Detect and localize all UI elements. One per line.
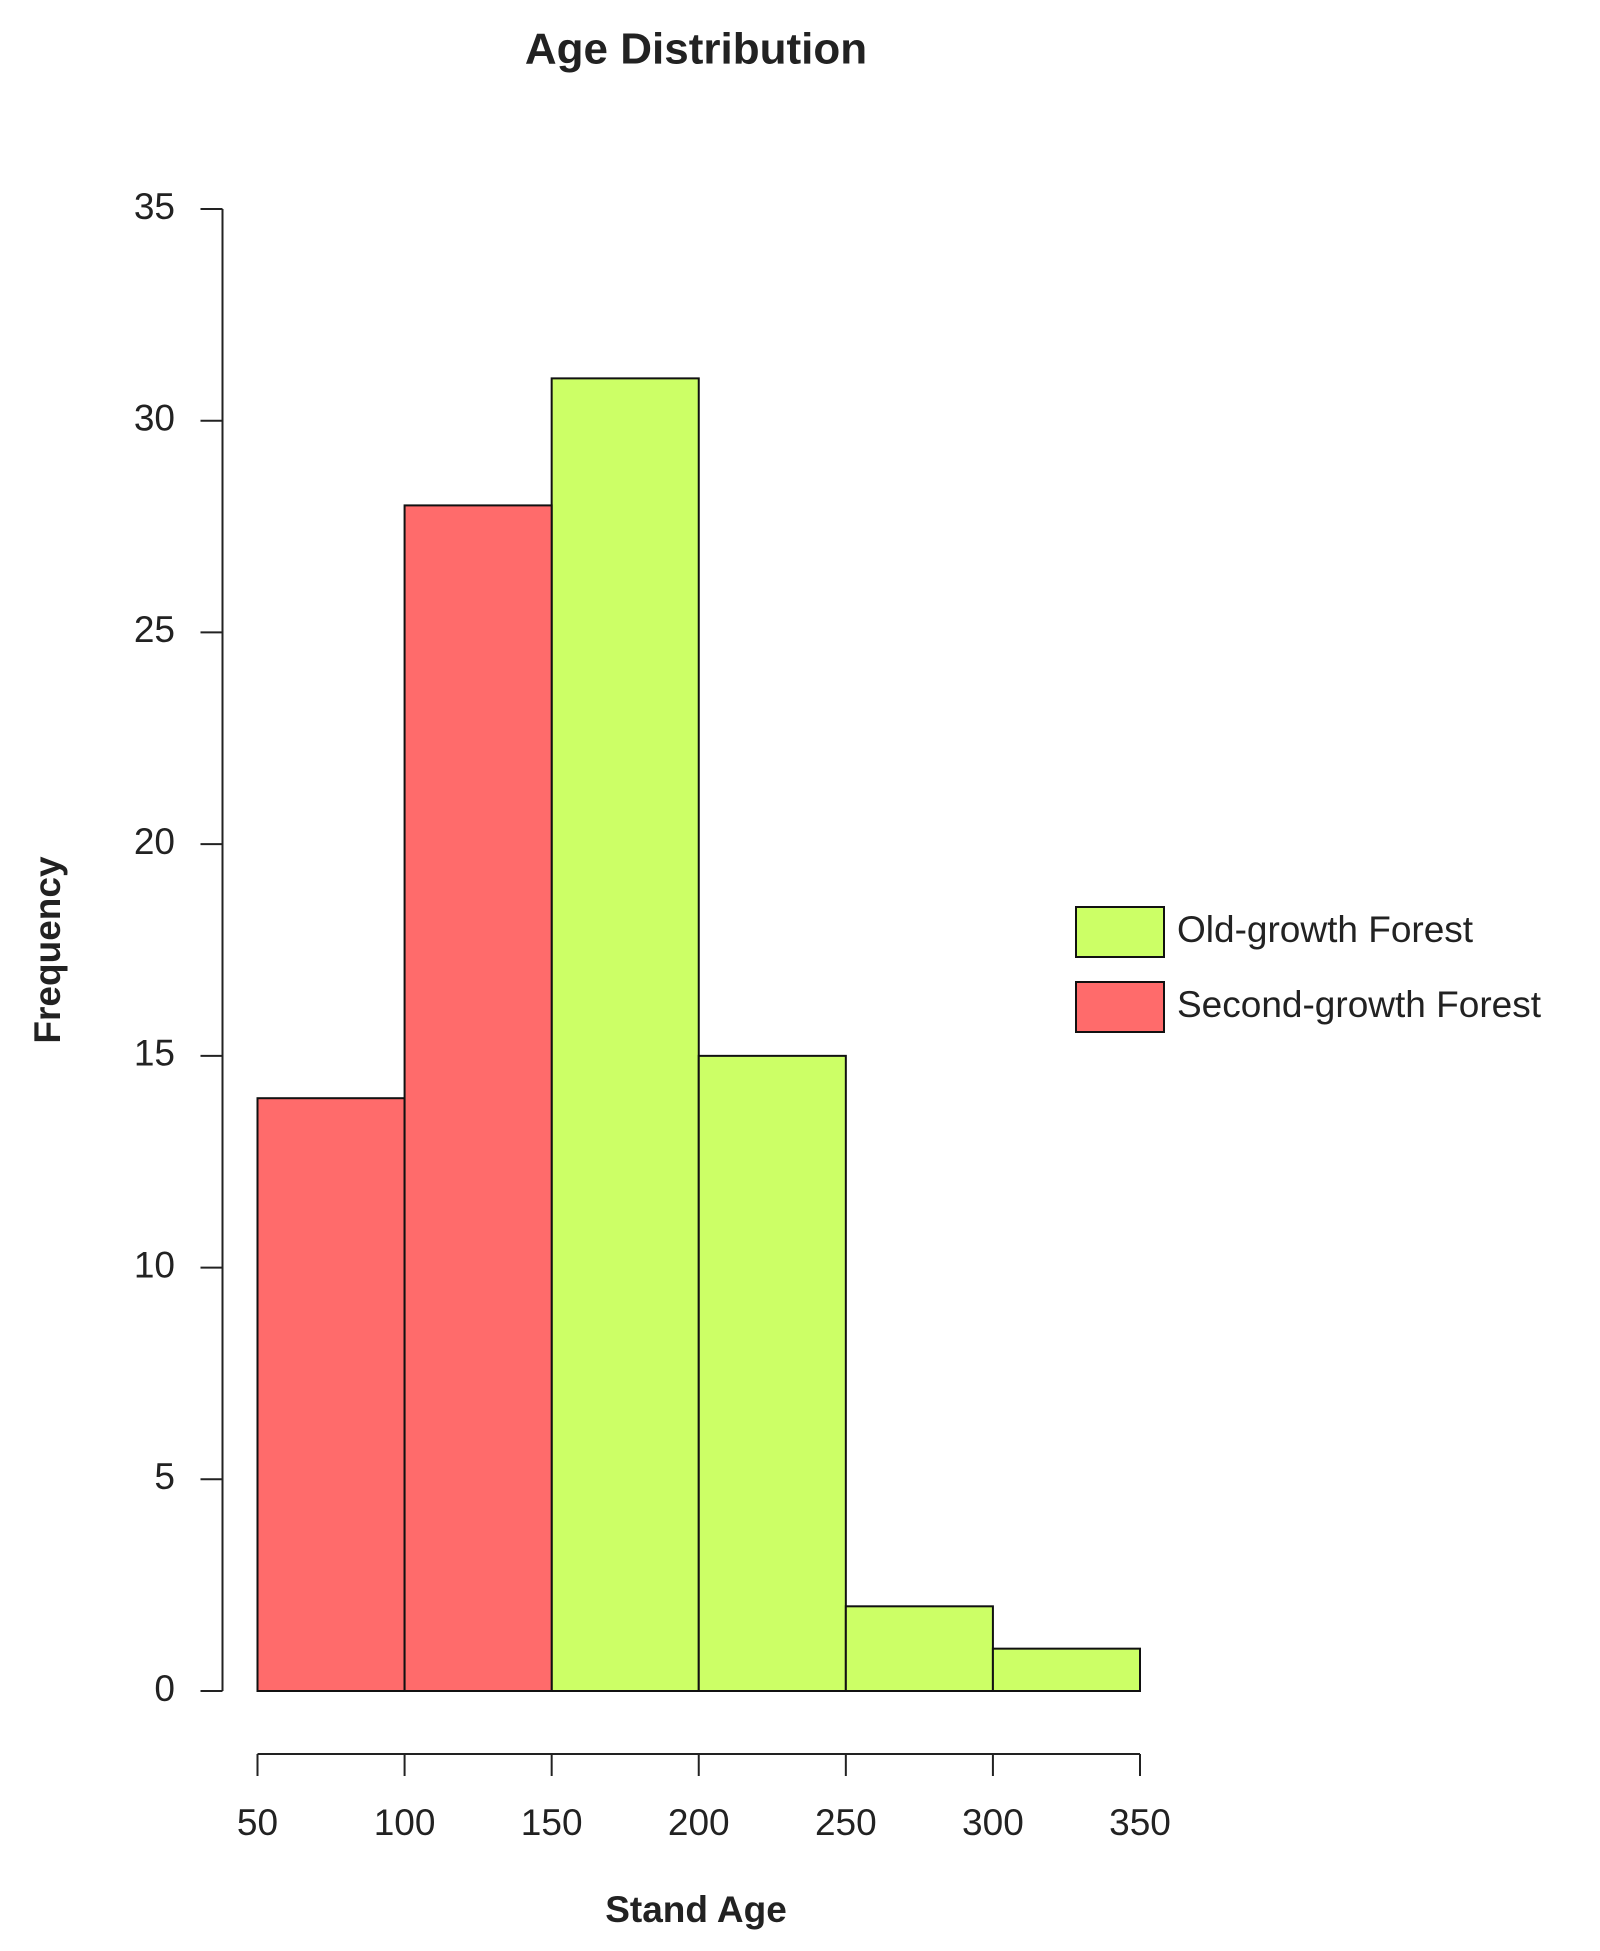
x-tick-label: 350 (1109, 1802, 1171, 1843)
x-axis-label: Stand Age (605, 1889, 787, 1930)
bar (697, 1054, 847, 1693)
y-tick-label: 30 (134, 397, 175, 438)
x-tick-label: 300 (962, 1802, 1024, 1843)
chart-title: Age Distribution (525, 25, 867, 74)
y-tick-label: 15 (134, 1033, 175, 1074)
y-tick-label: 35 (134, 186, 175, 227)
bar (550, 377, 700, 1692)
x-tick-label: 50 (237, 1802, 278, 1843)
x-tick-label: 150 (521, 1802, 583, 1843)
x-tick-label: 100 (374, 1802, 436, 1843)
y-tick-label: 25 (134, 609, 175, 650)
y-tick-label: 5 (154, 1456, 175, 1497)
y-tick-label: 0 (154, 1668, 175, 1709)
legend-swatch (1075, 981, 1165, 1033)
y-tick-label: 20 (134, 821, 175, 862)
legend-label: Second-growth Forest (1177, 984, 1542, 1025)
y-tick-label: 10 (134, 1244, 175, 1285)
legend-label: Old-growth Forest (1177, 909, 1474, 950)
bar (844, 1605, 994, 1693)
legend-swatch (1075, 906, 1165, 958)
bar (256, 1097, 406, 1692)
x-tick-label: 250 (815, 1802, 877, 1843)
x-tick-label: 200 (668, 1802, 730, 1843)
y-axis-label: Frequency (27, 856, 68, 1044)
bar (991, 1647, 1142, 1692)
bar (403, 504, 553, 1692)
